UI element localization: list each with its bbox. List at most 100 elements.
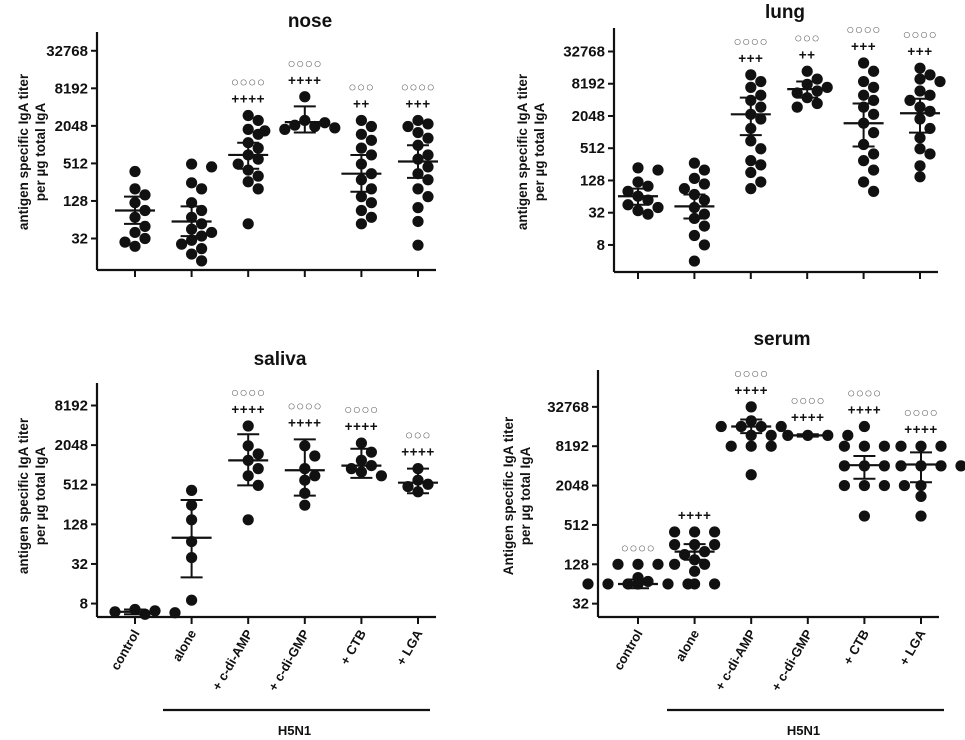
serum-data-point	[689, 565, 701, 577]
nose-significance-open: ○○○○	[287, 56, 322, 71]
saliva-category-label: + c-di-AMP	[209, 627, 256, 693]
lung-data-point	[755, 89, 767, 101]
serum-significance-plus: ++++	[848, 403, 882, 418]
nose-data-point	[355, 218, 367, 230]
lung-data-point	[868, 65, 880, 77]
saliva-group-label: H5N1	[278, 723, 311, 738]
serum-significance-open: ○○○○	[904, 405, 939, 420]
lung-data-point	[868, 164, 880, 176]
saliva-significance-plus: ++++	[231, 402, 265, 417]
serum-data-point	[709, 578, 721, 590]
lung-y-tick-label: 128	[580, 172, 605, 189]
serum-y-tick-label: 128	[564, 556, 589, 573]
serum-y-axis-label-line: Antigen specific IgA titer	[501, 416, 516, 575]
lung-data-point	[745, 183, 757, 195]
serum-data-point	[745, 469, 757, 481]
nose-data-point	[252, 142, 264, 154]
lung-data-point	[698, 178, 711, 190]
serum-data-point	[935, 440, 947, 452]
lung-data-point	[858, 75, 870, 88]
saliva-data-point	[252, 463, 264, 475]
nose-data-point	[129, 165, 141, 178]
nose-significance-plus: +++	[405, 96, 430, 111]
serum-data-point	[745, 440, 757, 452]
nose-data-point	[242, 164, 254, 176]
lung-data-point	[858, 176, 870, 188]
lung-y-tick-label: 512	[580, 140, 605, 157]
lung-data-point	[698, 194, 711, 206]
nose-data-point	[206, 226, 218, 239]
saliva-significance-open: ○○○○	[344, 402, 379, 417]
nose-data-point	[129, 240, 141, 252]
lung-data-point	[914, 85, 926, 97]
nose-data-point	[412, 126, 424, 139]
serum-data-point	[725, 440, 737, 452]
nose-data-point	[355, 128, 367, 140]
lung-significance-plus: +++	[907, 44, 932, 59]
saliva-data-point	[309, 470, 321, 482]
nose-significance-open: ○○○○	[231, 75, 266, 90]
lung-data-point	[868, 185, 880, 197]
serum-data-point	[699, 558, 711, 570]
saliva-y-tick-label: 32	[71, 556, 88, 573]
lung-data-point	[745, 155, 757, 167]
lung-data-point	[934, 75, 946, 88]
serum-y-tick-label: 8192	[556, 438, 589, 455]
serum-data-point	[822, 429, 834, 441]
serum-significance-plus: ++++	[678, 508, 712, 523]
lung-data-point	[698, 239, 711, 251]
nose-data-point	[355, 191, 367, 203]
nose-data-point	[176, 238, 188, 250]
nose-data-point	[196, 204, 208, 217]
serum-data-point	[765, 429, 777, 441]
nose-y-axis-label: antigen specific IgA titer per µg total I…	[16, 73, 48, 230]
lung-significance-plus: ++	[799, 47, 816, 62]
lung-significance-open: ○○○○	[733, 34, 768, 49]
nose-data-point	[365, 183, 377, 195]
lung-data-point	[868, 127, 880, 139]
nose-y-axis-label-line: antigen specific IgA titer	[16, 73, 31, 230]
lung-data-point	[811, 85, 823, 97]
lung-data-point	[688, 229, 701, 242]
serum-significance-plus: ++++	[791, 410, 825, 425]
serum-y-tick-label: 32	[572, 596, 589, 613]
nose-data-point	[252, 114, 264, 127]
nose-data-point	[279, 123, 291, 135]
saliva-y-tick-label: 8	[80, 596, 88, 613]
serum-y-tick-label: 32768	[547, 399, 589, 416]
saliva-significance-open: ○○○○	[287, 398, 322, 413]
nose-data-point	[129, 226, 141, 239]
nose-data-point	[242, 218, 254, 230]
nose-y-tick-label: 8192	[55, 80, 88, 97]
serum-significance-open: ○○○○	[734, 366, 769, 381]
saliva-data-point	[242, 514, 254, 526]
nose-data-point	[365, 134, 377, 146]
serum-data-point	[602, 578, 614, 590]
nose-data-point	[186, 158, 198, 170]
lung-data-point	[914, 143, 926, 155]
saliva-data-point	[169, 607, 181, 619]
lung-y-tick-label: 8	[597, 237, 605, 254]
serum-data-point	[709, 526, 721, 538]
nose-data-point	[402, 120, 414, 133]
serum-significance-plus: ++++	[734, 383, 768, 398]
lung-data-point	[811, 97, 823, 110]
lung-data-point	[642, 180, 654, 192]
saliva-category-label: control	[108, 627, 143, 673]
nose-data-point	[252, 170, 264, 182]
serum-data-point	[858, 479, 871, 492]
lung-data-point	[914, 62, 926, 74]
serum-y-tick-label: 512	[564, 517, 589, 534]
lung-data-point	[924, 148, 936, 160]
serum-group-label: H5N1	[787, 723, 820, 738]
saliva-data-point	[186, 484, 198, 496]
lung-data-point	[811, 73, 823, 85]
serum-data-point	[915, 490, 927, 502]
saliva-y-axis-label: antigen specific IgA titer per µg total I…	[16, 417, 48, 574]
nose-significance-plus: ++++	[288, 73, 322, 88]
nose-data-point	[186, 234, 198, 246]
saliva-y-axis-label-line: antigen specific IgA titer	[16, 417, 31, 574]
serum-y-axis-label-line: per µg total IgA	[518, 446, 533, 545]
serum-data-point	[842, 429, 854, 441]
lung-data-point	[755, 113, 767, 125]
